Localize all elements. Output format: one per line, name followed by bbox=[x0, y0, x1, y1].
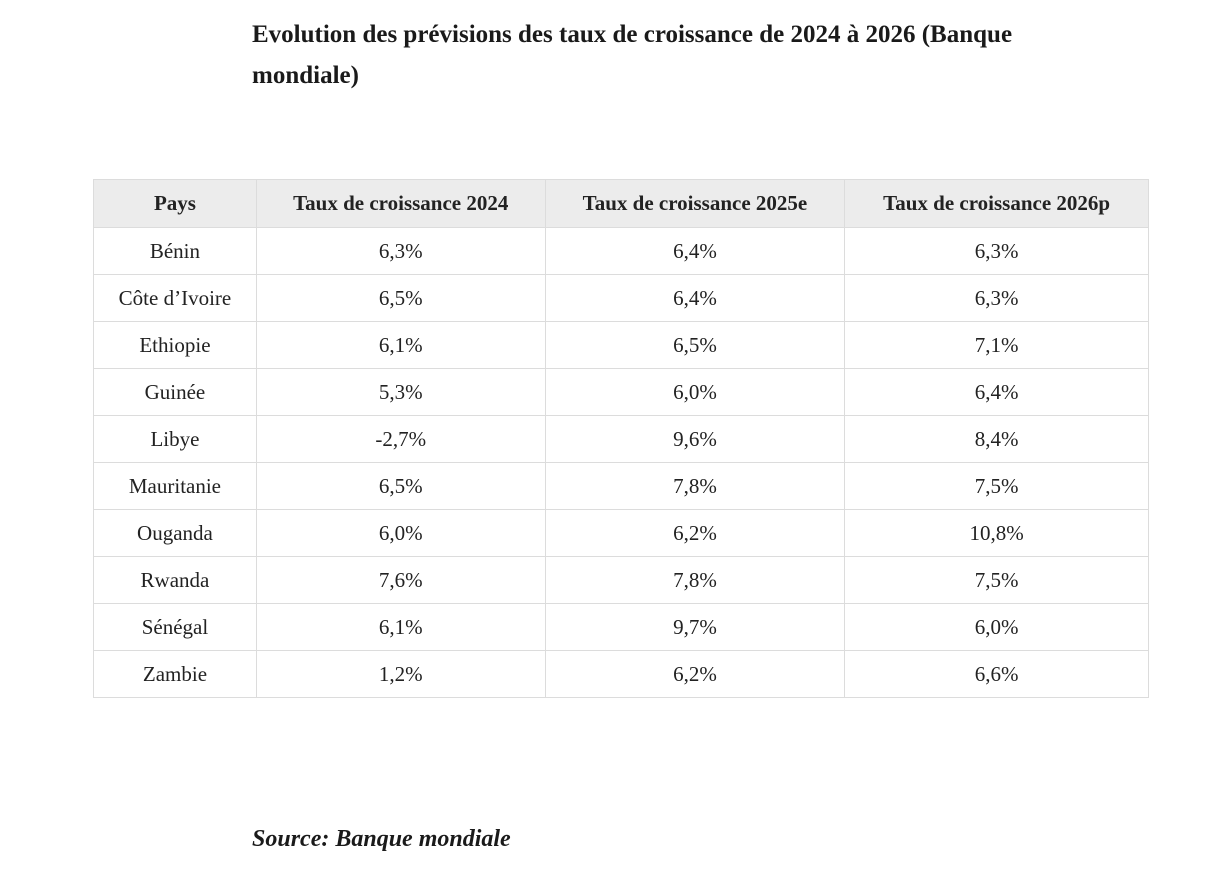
country-cell: Libye bbox=[93, 415, 257, 463]
rate-cell: 9,7% bbox=[544, 603, 846, 651]
rate-cell: 10,8% bbox=[844, 509, 1149, 557]
source: Source: Banque mondiale bbox=[252, 826, 511, 852]
rate-cell: 6,3% bbox=[844, 274, 1149, 322]
country-cell: Rwanda bbox=[93, 556, 257, 604]
country-cell: Ethiopie bbox=[93, 321, 257, 369]
country-cell: Ouganda bbox=[93, 509, 257, 557]
rate-cell: 7,8% bbox=[544, 462, 846, 510]
rate-cell: -2,7% bbox=[255, 415, 546, 463]
rate-cell: 6,1% bbox=[255, 603, 546, 651]
country-cell: Sénégal bbox=[93, 603, 257, 651]
header-cell: Pays bbox=[93, 179, 257, 228]
table-row: Zambie 1,2% 6,2% 6,6% bbox=[93, 650, 1149, 698]
table-row: Libye -2,7% 9,6% 8,4% bbox=[93, 415, 1149, 463]
rate-cell: 7,8% bbox=[544, 556, 846, 604]
table-body: Bénin 6,3% 6,4% 6,3% Côte d’Ivoire 6,5% 6,4% 6,… bbox=[93, 227, 1149, 698]
rate-cell: 6,5% bbox=[255, 274, 546, 322]
rate-cell: 6,6% bbox=[844, 650, 1149, 698]
rate-cell: 6,5% bbox=[255, 462, 546, 510]
rate-cell: 6,4% bbox=[544, 227, 846, 275]
country-cell: Côte d’Ivoire bbox=[93, 274, 257, 322]
growth-table: Pays Taux de croissance 2024 Taux de crois… bbox=[93, 179, 1149, 698]
table-row: Bénin 6,3% 6,4% 6,3% bbox=[93, 227, 1149, 275]
country-cell: Guinée bbox=[93, 368, 257, 416]
country-cell: Zambie bbox=[93, 650, 257, 698]
table-row: Ethiopie 6,1% 6,5% 7,1% bbox=[93, 321, 1149, 369]
table-row: Guinée 5,3% 6,0% 6,4% bbox=[93, 368, 1149, 416]
rate-cell: 6,0% bbox=[255, 509, 546, 557]
header-cell: Taux de croissance 2024 bbox=[255, 179, 546, 228]
rate-cell: 6,3% bbox=[255, 227, 546, 275]
rate-cell: 6,0% bbox=[544, 368, 846, 416]
header-row: Pays Taux de croissance 2024 Taux de crois… bbox=[93, 179, 1149, 228]
rate-cell: 6,5% bbox=[544, 321, 846, 369]
table-row: Ouganda 6,0% 6,2% 10,8% bbox=[93, 509, 1149, 557]
rate-cell: 8,4% bbox=[844, 415, 1149, 463]
rate-cell: 6,3% bbox=[844, 227, 1149, 275]
table-row: Côte d’Ivoire 6,5% 6,4% 6,3% bbox=[93, 274, 1149, 322]
rate-cell: 6,0% bbox=[844, 603, 1149, 651]
table-row: Mauritanie 6,5% 7,8% 7,5% bbox=[93, 462, 1149, 510]
rate-cell: 7,1% bbox=[844, 321, 1149, 369]
title: Evolution des prévisions des taux de cro… bbox=[252, 21, 1013, 89]
rate-cell: 9,6% bbox=[544, 415, 846, 463]
rate-cell: 5,3% bbox=[255, 368, 546, 416]
rate-cell: 6,2% bbox=[544, 650, 846, 698]
table-row: Sénégal 6,1% 9,7% 6,0% bbox=[93, 603, 1149, 651]
table-row: Rwanda 7,6% 7,8% 7,5% bbox=[93, 556, 1149, 604]
rate-cell: 6,4% bbox=[544, 274, 846, 322]
rate-cell: 6,4% bbox=[844, 368, 1149, 416]
header-cell: Taux de croissance 2026p bbox=[844, 179, 1149, 228]
rate-cell: 6,2% bbox=[544, 509, 846, 557]
rate-cell: 1,2% bbox=[255, 650, 546, 698]
rate-cell: 7,5% bbox=[844, 462, 1149, 510]
rate-cell: 7,5% bbox=[844, 556, 1149, 604]
header-cell: Taux de croissance 2025e bbox=[544, 179, 846, 228]
country-cell: Bénin bbox=[93, 227, 257, 275]
country-cell: Mauritanie bbox=[93, 462, 257, 510]
rate-cell: 6,1% bbox=[255, 321, 546, 369]
rate-cell: 7,6% bbox=[255, 556, 546, 604]
table-head: Pays Taux de croissance 2024 Taux de crois… bbox=[93, 179, 1149, 228]
